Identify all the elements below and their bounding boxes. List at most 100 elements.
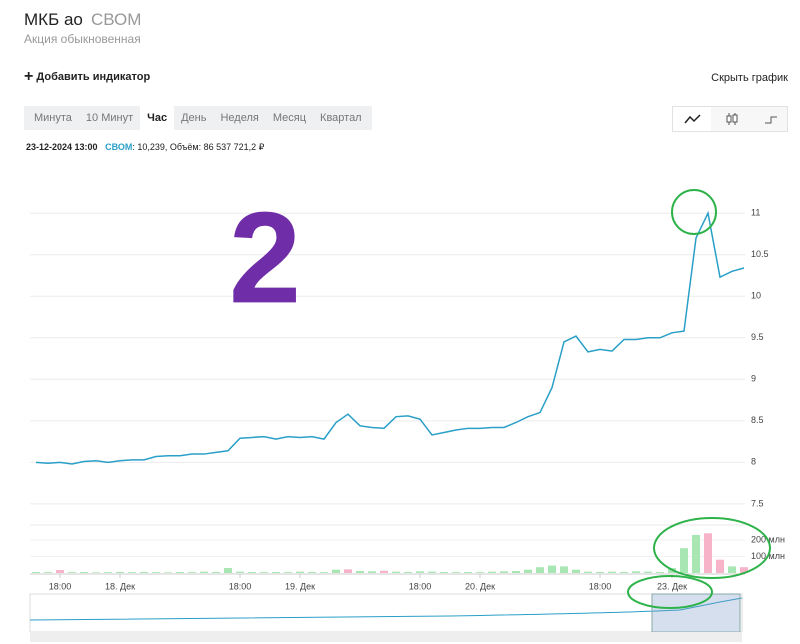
tab[interactable]: Минута bbox=[34, 112, 72, 124]
step-icon[interactable] bbox=[765, 116, 777, 124]
chart-type-icons bbox=[673, 107, 777, 131]
y-tick-label: 11 bbox=[751, 208, 760, 218]
volume-bar bbox=[308, 572, 316, 573]
volume-bar bbox=[212, 572, 220, 573]
volume-bar bbox=[704, 533, 712, 573]
hide-chart[interactable]: Скрыть график bbox=[711, 72, 788, 84]
volume-bar bbox=[692, 534, 700, 573]
x-tick-label: 18:00 bbox=[49, 581, 72, 591]
tab[interactable]: Месяц bbox=[272, 112, 307, 124]
volume-bar bbox=[176, 572, 184, 573]
volume-bar bbox=[740, 567, 748, 573]
volume-bar bbox=[152, 572, 160, 573]
volume-bar bbox=[392, 571, 400, 573]
volume-bar bbox=[548, 565, 556, 573]
volume-bar bbox=[284, 572, 292, 573]
info-datetime: 23-12-2024 13:00 bbox=[26, 142, 98, 152]
volume-bar bbox=[500, 571, 508, 573]
y-tick-label: 7.5 bbox=[751, 498, 764, 508]
volume-bar bbox=[32, 572, 40, 573]
navigator-line bbox=[29, 597, 743, 621]
volume-bar bbox=[236, 571, 244, 573]
y-tick-label: 8 bbox=[751, 457, 756, 467]
volume-bar bbox=[524, 569, 532, 573]
volume-bar bbox=[404, 572, 412, 573]
volume-bar bbox=[128, 572, 136, 573]
navigator-window[interactable] bbox=[651, 593, 741, 633]
volume-bar bbox=[440, 572, 448, 573]
tabs: Минута 10 Минут Час День Неделя Месяц Квартал bbox=[24, 106, 372, 130]
volume-bar bbox=[260, 572, 268, 573]
volume-bar bbox=[248, 572, 256, 573]
volume-bar bbox=[476, 572, 484, 573]
volume-bar bbox=[200, 571, 208, 573]
volume-bar bbox=[632, 571, 640, 573]
volume-bar bbox=[464, 572, 472, 573]
volume-bar bbox=[356, 571, 364, 573]
volume-bar bbox=[188, 572, 196, 573]
add-indicator[interactable]: + Добавить индикатор bbox=[24, 68, 151, 85]
volume-bar bbox=[716, 559, 724, 573]
x-tick-label: 18:00 bbox=[409, 581, 432, 591]
volume-bar bbox=[620, 572, 628, 573]
volume-bar bbox=[116, 572, 124, 573]
tab[interactable]: Квартал bbox=[320, 112, 362, 124]
volume-bar bbox=[656, 572, 664, 573]
x-tick-label: 18. Дек bbox=[105, 581, 135, 591]
add-indicator-label: Добавить индикатор bbox=[36, 70, 151, 83]
volume-bar bbox=[224, 568, 232, 573]
volume-bar bbox=[56, 570, 64, 573]
volume-bar bbox=[44, 572, 52, 573]
volume-bar bbox=[536, 567, 544, 573]
y-tick-label: 10.5 bbox=[751, 249, 769, 259]
candle-icon[interactable] bbox=[726, 113, 738, 125]
tab[interactable]: Час bbox=[140, 106, 175, 130]
y-tick-label: 9 bbox=[751, 374, 756, 384]
highlight-circle bbox=[627, 575, 713, 609]
x-tick-label: 19. Дек bbox=[285, 581, 315, 591]
subtitle: Акция обыкновенная bbox=[24, 32, 141, 46]
line-icon bbox=[684, 114, 701, 124]
chart-type-switch bbox=[672, 106, 788, 132]
x-tick-label: 20. Дек bbox=[465, 581, 495, 591]
volume-bar bbox=[344, 569, 352, 573]
navigator bbox=[29, 593, 743, 633]
y-tick-label: 9.5 bbox=[751, 332, 764, 342]
info-ticker: СВОМ bbox=[105, 142, 133, 152]
volume-bar bbox=[728, 566, 736, 573]
annotation: 2 bbox=[229, 184, 301, 330]
x-tick-label: 18:00 bbox=[589, 581, 612, 591]
volume-bar bbox=[68, 572, 76, 573]
volume-bar bbox=[92, 572, 100, 573]
title: МКБ ао bbox=[24, 10, 83, 29]
scrollbar[interactable] bbox=[30, 632, 742, 642]
y-tick-label: 8.5 bbox=[751, 415, 764, 425]
volume-bar bbox=[512, 571, 520, 573]
volume-bar bbox=[680, 548, 688, 573]
volume-bar bbox=[164, 572, 172, 573]
y-tick-label: 10 bbox=[751, 291, 761, 301]
volume-bar bbox=[644, 571, 652, 573]
ticker: СВОМ bbox=[91, 10, 142, 29]
volume-bar bbox=[596, 572, 604, 573]
volume-bar bbox=[320, 572, 328, 573]
volume-bar bbox=[380, 570, 388, 573]
volume-bar bbox=[368, 571, 376, 573]
volume-bar bbox=[416, 571, 424, 573]
tab[interactable]: День bbox=[181, 112, 207, 124]
volume-bar bbox=[272, 572, 280, 573]
volume-bar bbox=[104, 572, 112, 573]
volume-bar bbox=[572, 569, 580, 573]
volume-bar bbox=[488, 571, 496, 573]
highlight-circle bbox=[653, 517, 771, 579]
tab[interactable]: Неделя bbox=[220, 112, 259, 124]
x-tick-label: 23. Дек bbox=[657, 581, 687, 591]
info-text: : 10,239, Объём: 86 537 721,2 ₽ bbox=[132, 142, 265, 152]
tab[interactable]: 10 Минут bbox=[85, 112, 134, 124]
volume-bar bbox=[332, 569, 340, 573]
volume-bar bbox=[296, 571, 304, 573]
highlight-circle bbox=[671, 189, 717, 235]
volume-bar bbox=[80, 572, 88, 573]
volume-bar bbox=[608, 571, 616, 573]
